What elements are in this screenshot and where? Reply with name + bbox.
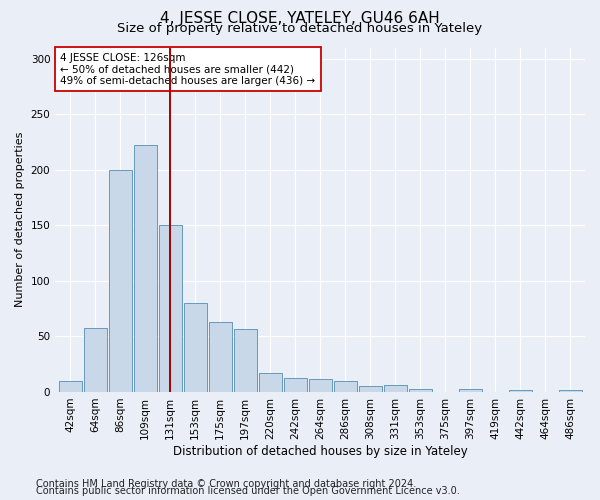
Bar xyxy=(509,390,532,392)
Bar xyxy=(409,388,431,392)
Bar xyxy=(209,322,232,392)
Bar xyxy=(134,146,157,392)
Bar xyxy=(158,226,182,392)
Y-axis label: Number of detached properties: Number of detached properties xyxy=(15,132,25,308)
Bar xyxy=(259,373,281,392)
Text: Contains HM Land Registry data © Crown copyright and database right 2024.: Contains HM Land Registry data © Crown c… xyxy=(36,479,416,489)
Bar xyxy=(383,386,407,392)
Text: 4, JESSE CLOSE, YATELEY, GU46 6AH: 4, JESSE CLOSE, YATELEY, GU46 6AH xyxy=(160,11,440,26)
Bar xyxy=(334,381,356,392)
Bar xyxy=(233,328,257,392)
Bar xyxy=(59,381,82,392)
Bar xyxy=(83,328,107,392)
Bar xyxy=(359,386,382,392)
Text: 4 JESSE CLOSE: 126sqm
← 50% of detached houses are smaller (442)
49% of semi-det: 4 JESSE CLOSE: 126sqm ← 50% of detached … xyxy=(61,52,316,86)
Bar xyxy=(109,170,131,392)
Bar xyxy=(458,388,482,392)
Bar xyxy=(184,303,206,392)
Bar xyxy=(284,378,307,392)
Bar xyxy=(308,378,332,392)
Text: Size of property relative to detached houses in Yateley: Size of property relative to detached ho… xyxy=(118,22,482,35)
Text: Contains public sector information licensed under the Open Government Licence v3: Contains public sector information licen… xyxy=(36,486,460,496)
X-axis label: Distribution of detached houses by size in Yateley: Distribution of detached houses by size … xyxy=(173,444,467,458)
Bar xyxy=(559,390,581,392)
